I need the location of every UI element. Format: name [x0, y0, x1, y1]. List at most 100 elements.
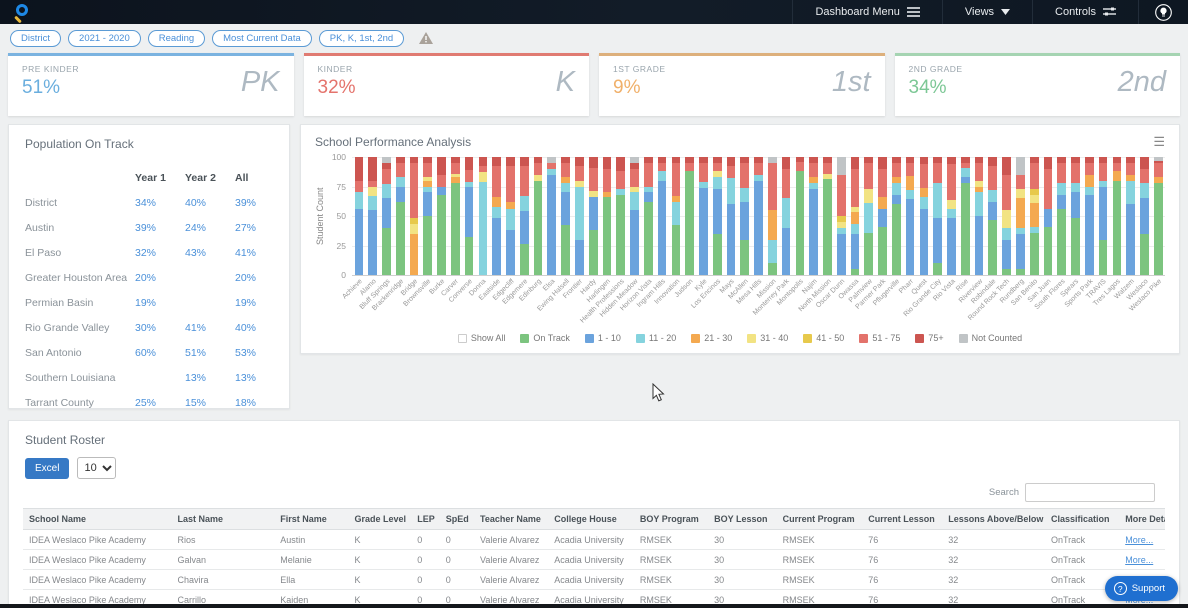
dashboard-menu-label: Dashboard Menu — [815, 6, 900, 18]
population-value-link[interactable]: 24% — [185, 221, 207, 234]
legend-item[interactable]: On Track — [520, 333, 570, 343]
dashboard-menu-button[interactable]: Dashboard Menu — [792, 0, 941, 24]
legend-item[interactable]: 51 - 75 — [859, 333, 900, 343]
help-lightbulb-button[interactable] — [1138, 0, 1182, 24]
population-value-link[interactable]: 18% — [235, 396, 257, 409]
stacked-bar — [409, 157, 419, 275]
roster-column-header[interactable]: Classification — [1044, 508, 1120, 530]
roster-column-header[interactable]: BOY Lesson — [708, 508, 777, 530]
population-value-link[interactable]: 39% — [135, 221, 157, 234]
roster-column-header[interactable]: School Name — [23, 508, 172, 530]
roster-column-header[interactable]: Grade Level — [348, 508, 412, 530]
legend-item[interactable]: Not Counted — [958, 333, 1022, 343]
bar-segment — [1126, 174, 1135, 181]
bar-segment — [588, 197, 598, 231]
population-value-link[interactable]: 41% — [235, 246, 257, 259]
legend-item[interactable]: 21 - 30 — [691, 333, 732, 343]
bar-slot: Eastside — [478, 157, 504, 302]
controls-label: Controls — [1055, 6, 1096, 18]
roster-column-header[interactable]: Current Program — [776, 508, 863, 530]
stacked-bar — [933, 157, 943, 275]
bar-slot: Elsa — [542, 157, 559, 293]
population-value-link[interactable]: 34% — [135, 196, 157, 209]
legend-item[interactable]: 11 - 20 — [635, 333, 676, 343]
population-value-link[interactable]: 60% — [135, 346, 157, 359]
population-value-link[interactable]: 43% — [185, 246, 207, 259]
bar-segment — [382, 227, 391, 275]
roster-column-header[interactable]: Current Lesson — [862, 508, 943, 530]
filter-chip[interactable]: District — [10, 29, 62, 47]
roster-cell: Acadia University — [548, 529, 634, 550]
bar-segment — [850, 233, 860, 270]
population-value-link[interactable]: 40% — [185, 196, 207, 209]
bar-segment — [409, 233, 419, 275]
stacked-bar — [1043, 157, 1053, 275]
bar-slot: Brackenridge — [371, 157, 407, 312]
bar-segment — [1029, 203, 1039, 227]
bar-segment — [850, 157, 860, 169]
filter-chip[interactable]: Most Current Data — [212, 29, 312, 47]
app-logo[interactable] — [14, 3, 31, 23]
bar-segment — [478, 172, 488, 182]
legend-item[interactable]: 75+ — [915, 333, 944, 343]
support-button[interactable]: ? Support — [1104, 576, 1178, 601]
legend-item[interactable]: 41 - 50 — [803, 333, 844, 343]
page-size-select[interactable]: 10 — [77, 457, 117, 479]
roster-cell: 32 — [942, 549, 1045, 570]
population-value-link[interactable]: 39% — [235, 196, 257, 209]
stacked-bar — [492, 157, 502, 275]
bar-segment — [1029, 226, 1039, 233]
population-value-link[interactable]: 19% — [235, 296, 257, 309]
population-value-link[interactable]: 13% — [235, 371, 257, 384]
bar-slot: Edgecliff — [492, 157, 518, 302]
roster-column-header[interactable]: BOY Program — [633, 508, 709, 530]
views-button[interactable]: Views — [941, 0, 1032, 24]
roster-search-input[interactable] — [1025, 483, 1155, 502]
population-value-link[interactable]: 20% — [235, 271, 257, 284]
population-value-link[interactable]: 15% — [185, 396, 207, 409]
bar-segment — [795, 157, 805, 162]
bar-segment — [395, 157, 405, 163]
more-details-link[interactable]: More... — [1125, 534, 1154, 545]
roster-column-header[interactable]: College House — [548, 508, 634, 530]
roster-cell: Valerie Alvarez — [474, 589, 549, 608]
chart-menu-icon[interactable]: ☰ — [1153, 134, 1165, 149]
more-details-link[interactable]: More... — [1125, 554, 1154, 565]
population-value-link[interactable]: 19% — [135, 296, 157, 309]
bar-slot: Brownsville — [403, 157, 435, 308]
bar-segment — [1016, 198, 1025, 228]
population-value-link[interactable]: 32% — [135, 246, 157, 259]
population-value-link[interactable]: 41% — [185, 321, 207, 334]
population-value-link[interactable]: 51% — [185, 346, 207, 359]
filter-chip[interactable]: PK, K, 1st, 2nd — [318, 29, 405, 47]
roster-column-header[interactable]: Lessons Above/Below — [942, 508, 1045, 530]
population-value-link[interactable]: 13% — [185, 371, 207, 384]
population-value-link[interactable]: 53% — [235, 346, 257, 359]
bar-segment — [712, 233, 722, 275]
population-value-link[interactable]: 40% — [235, 321, 257, 334]
bar-segment — [616, 157, 626, 172]
legend-item[interactable]: 1 - 10 — [584, 333, 621, 343]
roster-column-header[interactable]: More Details — [1119, 508, 1165, 530]
filter-chip[interactable]: 2021 - 2020 — [68, 29, 141, 47]
roster-column-header[interactable]: Last Name — [171, 508, 275, 530]
legend-item[interactable]: Show All — [457, 333, 505, 343]
controls-button[interactable]: Controls — [1032, 0, 1138, 24]
roster-column-header[interactable]: LEP — [411, 508, 440, 530]
filter-chip[interactable]: Reading — [147, 29, 206, 47]
roster-column-header[interactable]: SpEd — [439, 508, 475, 530]
roster-column-header[interactable]: First Name — [274, 508, 349, 530]
population-value-link[interactable]: 20% — [135, 271, 157, 284]
bar-slot: Walzem — [1113, 157, 1138, 301]
legend-swatch — [958, 333, 968, 343]
population-value-link[interactable]: 25% — [135, 396, 157, 409]
stacked-bar — [850, 157, 860, 275]
population-column-header: Year 1 — [135, 171, 166, 184]
excel-export-button[interactable]: Excel — [25, 457, 70, 479]
population-value-link[interactable]: 27% — [235, 221, 257, 234]
population-value-link[interactable]: 30% — [135, 321, 157, 334]
roster-cell: Carrillo — [171, 589, 275, 608]
bar-slot: Mays — [719, 157, 738, 295]
legend-item[interactable]: 31 - 40 — [747, 333, 788, 343]
roster-column-header[interactable]: Teacher Name — [474, 508, 549, 530]
